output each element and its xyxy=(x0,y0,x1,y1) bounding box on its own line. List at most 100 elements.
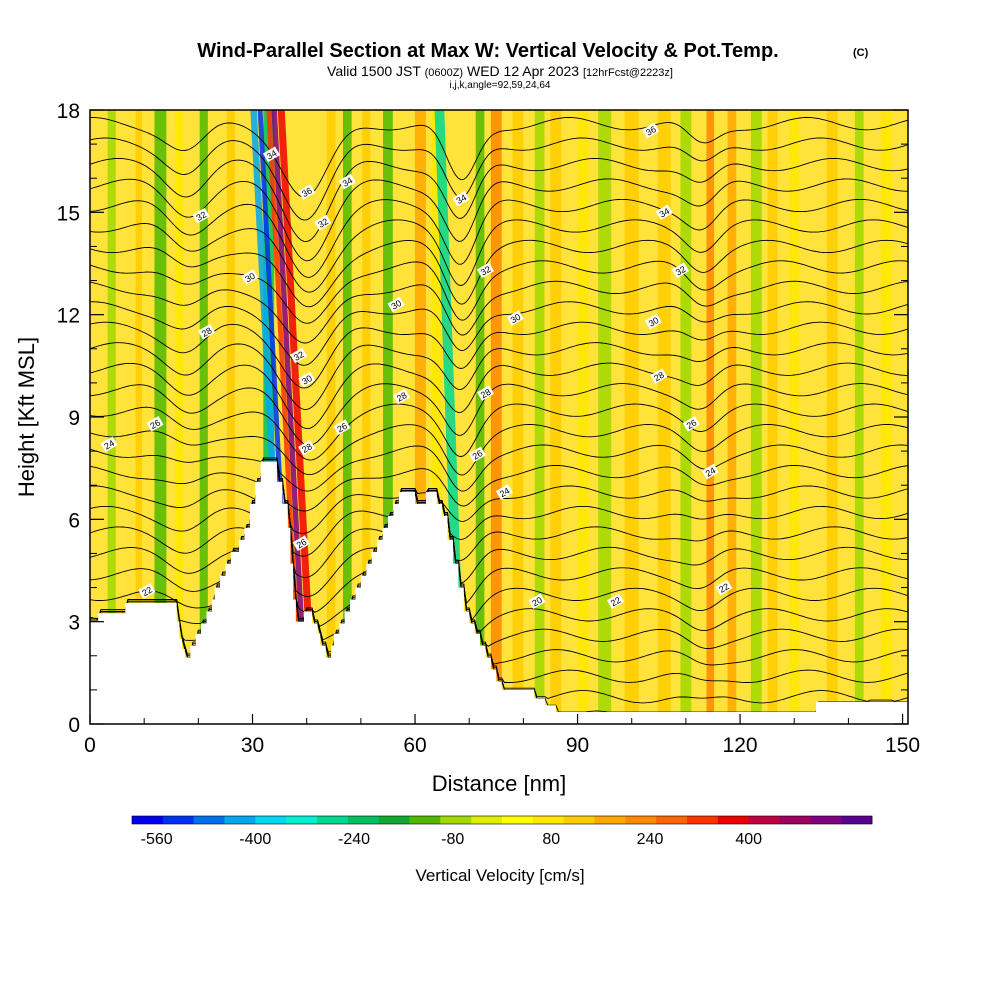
x-tick-label: 120 xyxy=(723,734,758,757)
contour-label: 24 xyxy=(704,465,718,479)
contour-label-bg xyxy=(338,173,356,190)
w-band xyxy=(789,110,800,724)
x-tick-label: 30 xyxy=(241,734,264,757)
contour-label-group: 34 xyxy=(655,204,673,221)
contour-label-group: 34 xyxy=(338,173,356,190)
contour-label-bg xyxy=(333,419,351,436)
colorbar-tick-label: -400 xyxy=(239,831,271,848)
contour-label-bg xyxy=(476,385,495,401)
contour-label-group: 34 xyxy=(452,190,470,207)
theta-line xyxy=(90,219,908,293)
colorbar-swatch xyxy=(162,816,195,824)
chart-header: Wind-Parallel Section at Max W: Vertical… xyxy=(197,40,868,91)
contour-label-group: 28 xyxy=(197,323,216,340)
w-band xyxy=(135,110,143,724)
colorbar-swatch xyxy=(224,816,256,824)
colorbar-swatch xyxy=(532,816,565,824)
w-band xyxy=(706,110,715,724)
contour-label-bg xyxy=(506,310,524,326)
contour-label-group: 22 xyxy=(715,579,733,596)
theta-line xyxy=(90,457,908,597)
w-band xyxy=(727,110,737,724)
colorbar-tick-label: -560 xyxy=(141,831,173,848)
contour-label-group: 30 xyxy=(298,371,316,388)
theta-line xyxy=(90,260,908,324)
contour-labels: 22 24 26 28 30 32 34 36 32 34 32 30 28 26 26 30 28 34 32 30… xyxy=(100,122,733,610)
contour-label-group: 28 xyxy=(650,368,668,384)
contour-label: 26 xyxy=(685,417,699,431)
contour-label-bg xyxy=(452,190,470,207)
contour-label: 34 xyxy=(658,206,672,220)
contour-label-bg xyxy=(392,388,411,405)
contour-label-group: 22 xyxy=(138,583,156,599)
colorbar-swatch xyxy=(317,816,349,824)
contour-label-bg xyxy=(715,579,733,596)
x-tick-label: 90 xyxy=(566,734,589,757)
colorbar-swatch xyxy=(378,816,410,824)
colorbar: -560 -400 -240 -80 80 240 400 xyxy=(131,815,873,848)
y-tick-label: 15 xyxy=(57,202,80,225)
colorbar-swatch xyxy=(841,816,873,824)
contour-label: 26 xyxy=(295,537,309,551)
y-tick-label: 18 xyxy=(57,100,80,123)
contour-label-group: 32 xyxy=(476,262,495,279)
contour-label-bg xyxy=(192,207,210,224)
w-band xyxy=(577,110,589,724)
contour-label: 26 xyxy=(148,417,162,431)
contour-label-bg xyxy=(655,204,673,221)
contour-label-group: 26 xyxy=(682,415,700,432)
contour-label-group: 26 xyxy=(292,535,310,552)
theta-line xyxy=(90,362,908,430)
colorbar-swatch xyxy=(625,816,657,824)
colorbar-frame xyxy=(131,815,873,825)
contour-label-group: 24 xyxy=(701,463,719,480)
contour-label-bg xyxy=(146,415,164,432)
theta-line xyxy=(90,459,908,557)
contour-label-group: 36 xyxy=(298,184,316,200)
subtitle-valid: Valid 1500 JST xyxy=(327,63,421,79)
y-tick-label: 3 xyxy=(68,612,80,635)
contour-label-bg xyxy=(476,262,495,279)
theta-line xyxy=(90,178,908,262)
contour-label-group: 24 xyxy=(495,484,513,500)
contour-label-bg xyxy=(298,184,316,200)
colorbar-swatch xyxy=(440,816,472,824)
y-tick-label: 6 xyxy=(68,509,80,532)
colorbar-label: Vertical Velocity [cm/s] xyxy=(415,866,584,885)
contour-label-group: 28 xyxy=(392,388,411,405)
colorbar-swatch xyxy=(748,816,780,824)
contour-label-bg xyxy=(387,296,405,313)
contour-label-group: 20 xyxy=(528,593,546,610)
contour-label: 30 xyxy=(390,298,404,312)
x-axis: 0 30 60 90 120 150 xyxy=(84,714,920,757)
contour-label: 26 xyxy=(471,448,485,462)
colorbar-swatch xyxy=(594,816,626,824)
contour-label-group: 30 xyxy=(506,310,524,326)
colorbar-swatch xyxy=(286,816,318,824)
contour-label-group: 34 xyxy=(262,146,281,163)
contour-label: 34 xyxy=(265,148,279,162)
colorbar-tick-label: 400 xyxy=(735,831,762,848)
theta-line xyxy=(90,403,908,461)
w-band xyxy=(107,110,116,724)
contour-label-group: 32 xyxy=(192,207,210,224)
contour-label-bg xyxy=(650,368,668,384)
contour-label-group: 28 xyxy=(476,385,495,401)
y-tick-label: 0 xyxy=(68,714,80,737)
x-tick-label: 60 xyxy=(403,734,426,757)
contour-label: 34 xyxy=(455,192,469,206)
contour-label-bg xyxy=(671,262,690,279)
x-tick-label: 0 xyxy=(84,734,96,757)
contour-label-group: 36 xyxy=(642,122,660,139)
contour-label: 28 xyxy=(200,325,214,339)
contour-label-group: 30 xyxy=(387,296,405,313)
contour-label-bg xyxy=(298,439,316,456)
contour-label: 30 xyxy=(300,373,314,387)
contour-label-bg xyxy=(642,122,660,139)
w-band xyxy=(534,110,545,724)
colorbar-swatch xyxy=(563,816,595,824)
contour-label-group: 26 xyxy=(468,446,486,463)
colorbar-swatch xyxy=(132,816,164,824)
